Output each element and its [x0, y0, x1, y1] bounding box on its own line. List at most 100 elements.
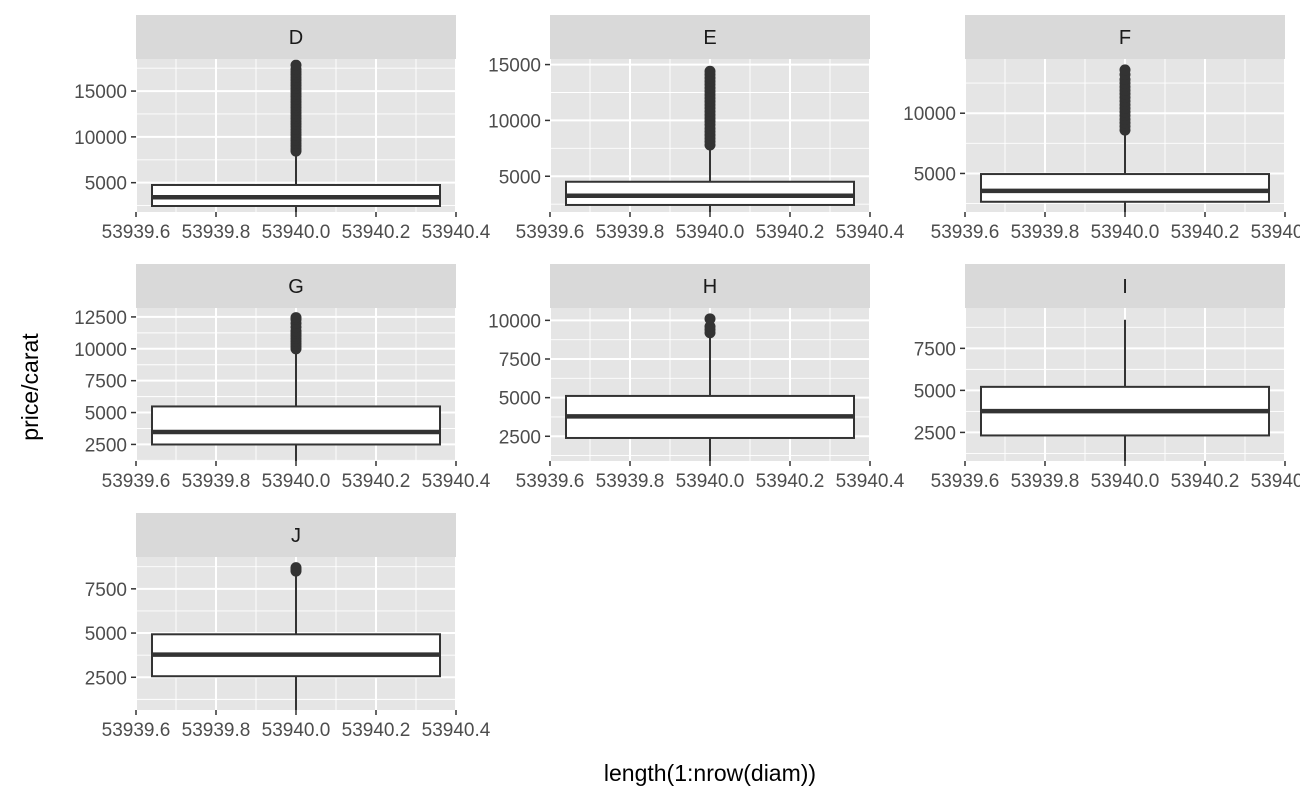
- facet-strip-H: [550, 264, 870, 308]
- x-tick-label-H: 53940.4: [836, 471, 905, 492]
- facet-strip-label-D: D: [289, 27, 303, 49]
- x-tick-label-G: 53940.0: [262, 471, 331, 492]
- x-tick-label-I: 53940.4: [1251, 471, 1300, 492]
- boxplot-F: [980, 64, 1270, 212]
- facet-G: G 2500 5000 7500 10000 12500 53939.6 53939.8 539…: [74, 264, 491, 492]
- x-tick-label-J: 53939.8: [182, 720, 251, 741]
- facet-strip-label-E: E: [703, 27, 716, 49]
- outlier-point-E: [704, 65, 716, 77]
- x-tick-label-D: 53940.0: [262, 222, 331, 243]
- y-tick-label-I: 7500: [914, 339, 956, 360]
- outlier-point-J: [290, 562, 302, 574]
- boxplot-D: [151, 59, 441, 212]
- y-tick-label-J: 5000: [85, 624, 127, 645]
- x-tick-label-J: 53940.4: [422, 720, 491, 741]
- x-tick-label-J: 53939.6: [102, 720, 171, 741]
- facet-strip-label-H: H: [703, 276, 717, 298]
- box-F: [980, 173, 1270, 203]
- x-tick-label-H: 53940.2: [756, 471, 825, 492]
- x-tick-label-I: 53940.0: [1091, 471, 1160, 492]
- y-tick-label-E: 10000: [488, 111, 541, 132]
- facet-strip-label-J: J: [291, 525, 301, 547]
- y-tick-label-E: 15000: [488, 56, 541, 77]
- x-tick-label-F: 53939.6: [931, 222, 1000, 243]
- y-tick-label-J: 7500: [85, 580, 127, 601]
- x-tick-label-D: 53939.6: [102, 222, 171, 243]
- y-tick-label-H: 7500: [499, 350, 541, 371]
- y-tick-label-D: 10000: [74, 128, 127, 149]
- x-tick-label-G: 53940.4: [422, 471, 491, 492]
- x-tick-label-J: 53940.0: [262, 720, 331, 741]
- y-tick-label-E: 5000: [499, 167, 541, 188]
- x-tick-label-E: 53939.6: [516, 222, 585, 243]
- x-tick-label-G: 53939.8: [182, 471, 251, 492]
- y-tick-label-H: 10000: [488, 311, 541, 332]
- x-tick-label-D: 53940.4: [422, 222, 491, 243]
- facet-J: J 2500 5000 7500 53939.6 53939.8 53940.0 53940.…: [85, 513, 491, 741]
- x-tick-label-I: 53939.8: [1011, 471, 1080, 492]
- y-tick-label-G: 2500: [85, 435, 127, 456]
- facet-I: I 2500 5000 7500 53939.6 53939.8 53940.0 53940.…: [914, 264, 1300, 492]
- x-tick-label-D: 53939.8: [182, 222, 251, 243]
- facet-D: D 5000 10000 15000 53939.6 53939.8 53940.0 5394…: [74, 15, 491, 243]
- x-tick-label-F: 53940.0: [1091, 222, 1160, 243]
- x-tick-label-G: 53939.6: [102, 471, 171, 492]
- facet-strip-J: [136, 513, 456, 557]
- outlier-point-H: [704, 313, 716, 325]
- x-tick-label-H: 53939.8: [596, 471, 665, 492]
- y-tick-label-F: 10000: [903, 104, 956, 125]
- boxplot-J: [151, 562, 441, 710]
- x-tick-label-H: 53939.6: [516, 471, 585, 492]
- facet-strip-I: [965, 264, 1285, 308]
- outlier-point-H: [704, 321, 716, 333]
- x-tick-label-D: 53940.2: [342, 222, 411, 243]
- facet-strip-label-I: I: [1122, 276, 1128, 298]
- outlier-point-D: [290, 59, 302, 71]
- boxplot-E: [565, 65, 855, 212]
- facet-strip-label-F: F: [1119, 27, 1131, 49]
- x-tick-label-E: 53940.0: [676, 222, 745, 243]
- box-G: [151, 405, 441, 446]
- y-tick-label-I: 5000: [914, 381, 956, 402]
- facet-strip-F: [965, 15, 1285, 59]
- x-tick-label-E: 53940.2: [756, 222, 825, 243]
- x-tick-label-H: 53940.0: [676, 471, 745, 492]
- facet-panels: D 5000 10000 15000 53939.6 53939.8 53940.0 5394…: [74, 15, 1300, 741]
- x-tick-label-I: 53940.2: [1171, 471, 1240, 492]
- x-tick-label-F: 53940.2: [1171, 222, 1240, 243]
- outlier-point-G: [290, 312, 302, 324]
- facet-strip-label-G: G: [288, 276, 304, 298]
- x-tick-label-J: 53940.2: [342, 720, 411, 741]
- y-tick-label-G: 12500: [74, 308, 127, 329]
- y-tick-label-D: 5000: [85, 174, 127, 195]
- boxplot-I: [980, 319, 1270, 461]
- y-tick-label-H: 5000: [499, 389, 541, 410]
- facet-E: E 5000 10000 15000 53939.6 53939.8 53940.0 5394…: [488, 15, 905, 243]
- x-tick-label-E: 53940.4: [836, 222, 905, 243]
- x-tick-label-G: 53940.2: [342, 471, 411, 492]
- facet-strip-D: [136, 15, 456, 59]
- facet-strip-G: [136, 264, 456, 308]
- y-tick-label-I: 2500: [914, 423, 956, 444]
- x-tick-label-F: 53940.4: [1251, 222, 1300, 243]
- facet-F: F 5000 10000 53939.6 53939.8 53940.0 53940.2 53…: [903, 15, 1300, 243]
- boxplot-G: [151, 312, 441, 461]
- y-tick-label-G: 5000: [85, 404, 127, 425]
- y-tick-label-F: 5000: [914, 164, 956, 185]
- y-tick-label-H: 2500: [499, 427, 541, 448]
- y-tick-label-D: 15000: [74, 82, 127, 103]
- box-E: [565, 180, 855, 206]
- y-tick-label-G: 10000: [74, 340, 127, 361]
- y-tick-label-G: 7500: [85, 372, 127, 393]
- x-tick-label-I: 53939.6: [931, 471, 1000, 492]
- facet-strip-E: [550, 15, 870, 59]
- x-axis-title: length(1:nrow(diam)): [604, 760, 816, 786]
- y-tick-label-J: 2500: [85, 668, 127, 689]
- x-tick-label-E: 53939.8: [596, 222, 665, 243]
- y-axis-title: price/carat: [17, 333, 43, 441]
- boxplot-H: [565, 313, 855, 461]
- facet-H: H 2500 5000 7500 10000 53939.6 53939.8 53940.0 5…: [488, 264, 905, 492]
- x-tick-label-F: 53939.8: [1011, 222, 1080, 243]
- outlier-point-F: [1119, 64, 1131, 76]
